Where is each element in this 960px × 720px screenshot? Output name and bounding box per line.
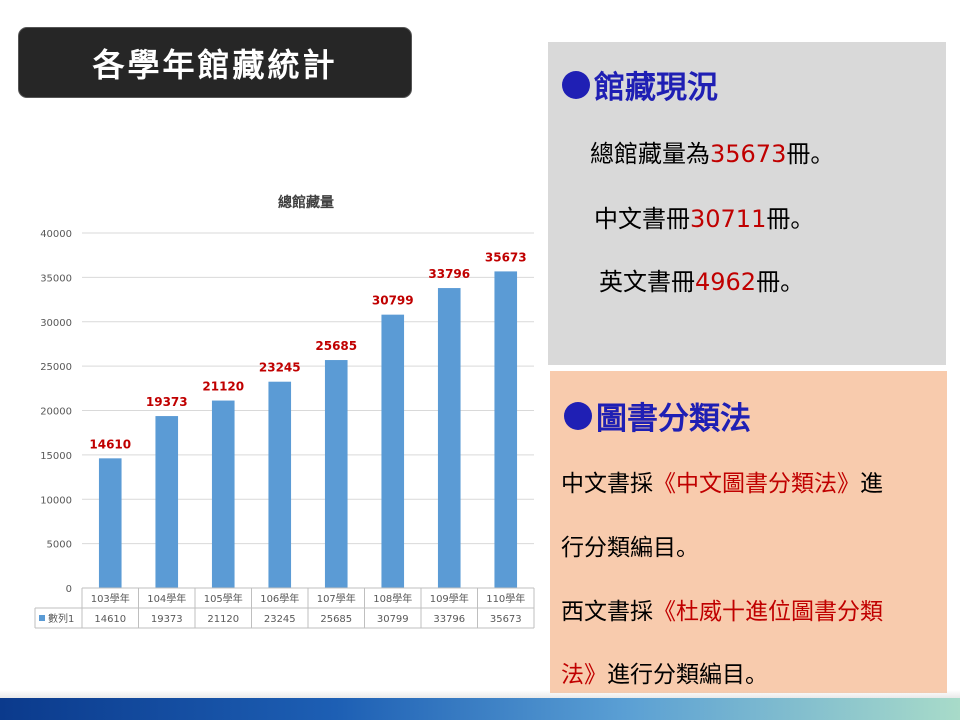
x-tick-label: 110學年 — [486, 592, 525, 605]
title-box: 各學年館藏統計 — [18, 27, 412, 98]
y-tick-label: 25000 — [40, 362, 72, 373]
line4-post: 進行分類編目。 — [607, 662, 768, 688]
total-suffix: 冊。 — [786, 140, 835, 168]
english-suffix: 冊。 — [756, 268, 805, 296]
bar — [211, 400, 235, 588]
y-tick-label: 15000 — [40, 451, 72, 462]
line3-red: 《杜威十進位圖書分類 — [653, 599, 883, 625]
bar — [381, 314, 405, 588]
slide-title: 各學年館藏統計 — [92, 45, 338, 84]
chinese-value: 30711 — [690, 205, 767, 233]
x-tick-label: 104學年 — [147, 592, 186, 605]
footer-bar — [0, 698, 960, 720]
bar — [494, 271, 518, 588]
y-tick-label: 35000 — [40, 273, 72, 284]
table-value: 35673 — [490, 614, 522, 625]
bar — [324, 360, 348, 588]
classification-line-3: 西文書採《杜威十進位圖書分類 — [561, 592, 883, 626]
chinese-prefix: 中文書冊 — [594, 205, 690, 233]
chinese-suffix: 冊。 — [766, 205, 815, 233]
classification-line-4: 法》進行分類編目。 — [561, 655, 768, 689]
data-label: 21120 — [202, 380, 244, 394]
data-label: 35673 — [485, 250, 527, 264]
chart-svg: 總館藏量 0 5000 10000 15000 20000 25000 30000 35000 4… — [34, 194, 535, 629]
data-label: 33796 — [428, 267, 470, 281]
table-value: 14610 — [94, 614, 126, 625]
bar — [268, 381, 292, 588]
bar — [155, 416, 179, 588]
holdings-chart: 總館藏量 0 5000 10000 15000 20000 25000 30000 35000 4… — [0, 180, 545, 640]
y-tick-label: 20000 — [40, 407, 72, 418]
bar — [98, 458, 122, 588]
data-label: 25685 — [315, 339, 357, 353]
x-tick-label: 103學年 — [91, 592, 130, 605]
y-tick-label: 10000 — [40, 495, 72, 506]
x-tick-label: 106學年 — [260, 592, 299, 605]
line1-red: 《中文圖書分類法》 — [653, 471, 860, 497]
bar — [437, 288, 461, 588]
y-tick-label: 5000 — [47, 540, 72, 551]
classification-panel: 圖書分類法 中文書採《中文圖書分類法》進 行分類編目。 西文書採《杜威十進位圖書… — [550, 371, 947, 693]
table-value: 19373 — [151, 614, 183, 625]
chart-title: 總館藏量 — [278, 194, 334, 211]
x-tick-label: 107學年 — [317, 592, 356, 605]
y-tick-label: 0 — [66, 584, 72, 595]
bullet-icon — [564, 401, 592, 430]
table-value: 21120 — [207, 614, 239, 625]
total-prefix: 總館藏量為 — [590, 140, 710, 168]
series-name: 數列1 — [48, 612, 74, 625]
y-tick-label: 40000 — [40, 229, 72, 240]
english-holdings-line: 英文書冊4962冊。 — [599, 262, 804, 297]
data-label: 23245 — [259, 361, 301, 375]
y-tick-label: 30000 — [40, 318, 72, 329]
table-value: 23245 — [264, 614, 296, 625]
classification-heading-text: 圖書分類法 — [596, 401, 751, 437]
line1-post: 進 — [860, 471, 883, 497]
data-label: 14610 — [89, 437, 131, 451]
bullet-icon — [562, 70, 590, 99]
line4-red: 法》 — [561, 662, 607, 688]
x-tick-label: 108學年 — [373, 592, 412, 605]
total-value: 35673 — [710, 140, 787, 168]
table-value: 30799 — [377, 614, 409, 625]
line1-pre: 中文書採 — [561, 471, 653, 497]
table-value: 25685 — [320, 614, 352, 625]
english-prefix: 英文書冊 — [599, 268, 695, 296]
data-label: 30799 — [372, 294, 414, 308]
chinese-holdings-line: 中文書冊30711冊。 — [594, 199, 814, 234]
footer-shadow — [0, 690, 960, 698]
classification-heading: 圖書分類法 — [564, 393, 751, 438]
holdings-heading: 館藏現況 — [562, 62, 718, 107]
line3-pre: 西文書採 — [561, 599, 653, 625]
total-holdings-line: 總館藏量為35673冊。 — [590, 134, 834, 169]
table-value: 33796 — [433, 614, 465, 625]
legend-key — [39, 615, 45, 621]
x-tick-label: 105學年 — [204, 592, 243, 605]
english-value: 4962 — [695, 268, 757, 296]
line2: 行分類編目。 — [561, 535, 699, 561]
classification-line-1: 中文書採《中文圖書分類法》進 — [561, 464, 883, 498]
classification-line-2: 行分類編目。 — [561, 528, 699, 562]
holdings-heading-text: 館藏現況 — [594, 70, 718, 106]
data-label: 19373 — [146, 395, 188, 409]
x-tick-label: 109學年 — [430, 592, 469, 605]
holdings-panel: 館藏現況 總館藏量為35673冊。 中文書冊30711冊。 英文書冊4962冊。 — [548, 42, 946, 365]
